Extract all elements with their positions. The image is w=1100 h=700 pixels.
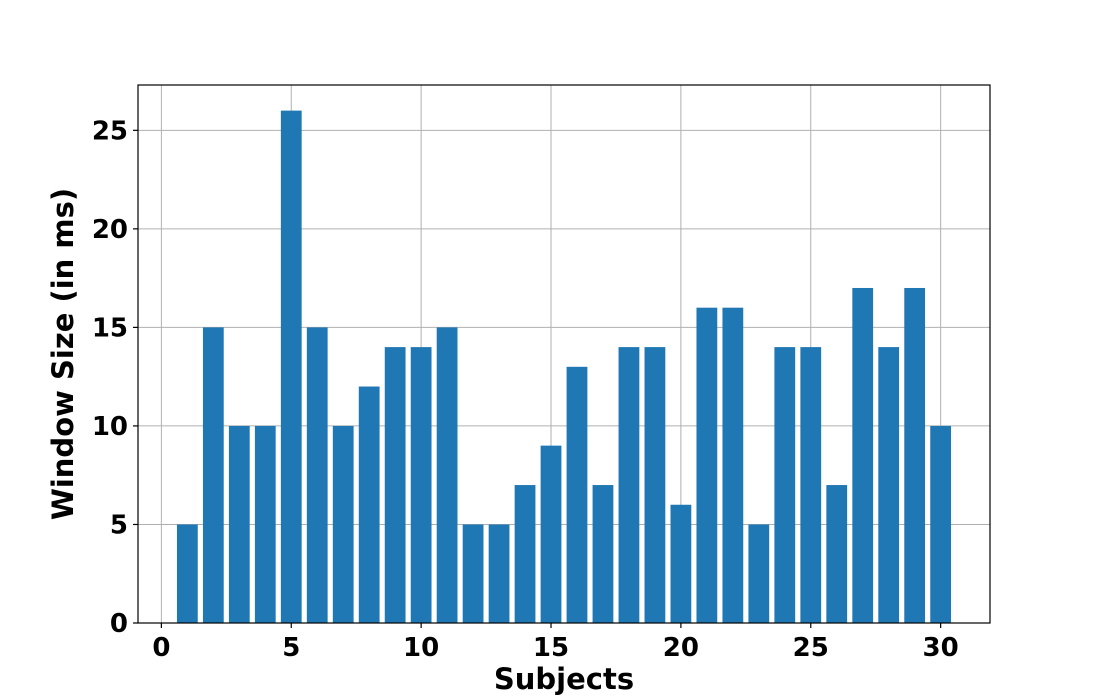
bar-subject-23 — [748, 524, 770, 623]
bar-subject-16 — [566, 366, 588, 623]
bar-subject-5 — [280, 110, 302, 624]
y-axis-ticks: 0 5 10 15 20 25 — [92, 116, 138, 639]
y-tick-label: 0 — [110, 609, 128, 639]
bar-subject-9 — [384, 347, 406, 623]
y-tick-label: 15 — [92, 313, 128, 343]
bar-subject-10 — [410, 347, 432, 623]
x-tick-label: 10 — [403, 633, 439, 663]
bar-subject-3 — [228, 425, 250, 623]
y-axis-label: Window Size (in ms) — [46, 188, 80, 520]
bar-subject-11 — [436, 327, 458, 623]
bars — [176, 110, 952, 624]
x-axis-ticks: 0 5 10 15 20 25 30 — [152, 623, 959, 663]
y-tick-label: 10 — [92, 412, 128, 442]
bar-subject-22 — [722, 307, 744, 623]
bar-subject-26 — [826, 485, 848, 623]
bar-subject-18 — [618, 347, 640, 623]
x-tick-label: 20 — [663, 633, 699, 663]
bar-subject-17 — [592, 485, 614, 623]
y-tick-label: 20 — [92, 215, 128, 245]
bar-subject-25 — [800, 347, 822, 623]
bar-subject-4 — [254, 425, 276, 623]
y-tick-label: 5 — [110, 510, 128, 540]
bar-subject-1 — [176, 524, 198, 623]
plot-frame — [137, 84, 991, 624]
y-tick-label: 25 — [92, 116, 128, 146]
x-tick-label: 15 — [533, 633, 569, 663]
bar-subject-15 — [540, 445, 562, 623]
bar-subject-8 — [358, 386, 380, 623]
bar-subject-27 — [852, 287, 874, 623]
x-tick-label: 30 — [923, 633, 959, 663]
bar-subject-7 — [332, 425, 354, 623]
bar-subject-6 — [306, 327, 328, 623]
x-tick-label: 25 — [793, 633, 829, 663]
bar-subject-29 — [904, 287, 926, 623]
bar-subject-28 — [878, 347, 900, 623]
bar-subject-12 — [462, 524, 484, 623]
x-tick-label: 0 — [152, 633, 170, 663]
bar-subject-13 — [488, 524, 510, 623]
bar-subject-24 — [774, 347, 796, 623]
x-tick-label: 5 — [282, 633, 300, 663]
bar-subject-14 — [514, 485, 536, 623]
bar-subject-2 — [202, 327, 224, 623]
bar-subject-20 — [670, 504, 692, 623]
bar-subject-21 — [696, 307, 718, 623]
x-axis-label: Subjects — [494, 662, 634, 696]
bar-subject-30 — [930, 425, 952, 623]
bar-subject-19 — [644, 347, 666, 623]
